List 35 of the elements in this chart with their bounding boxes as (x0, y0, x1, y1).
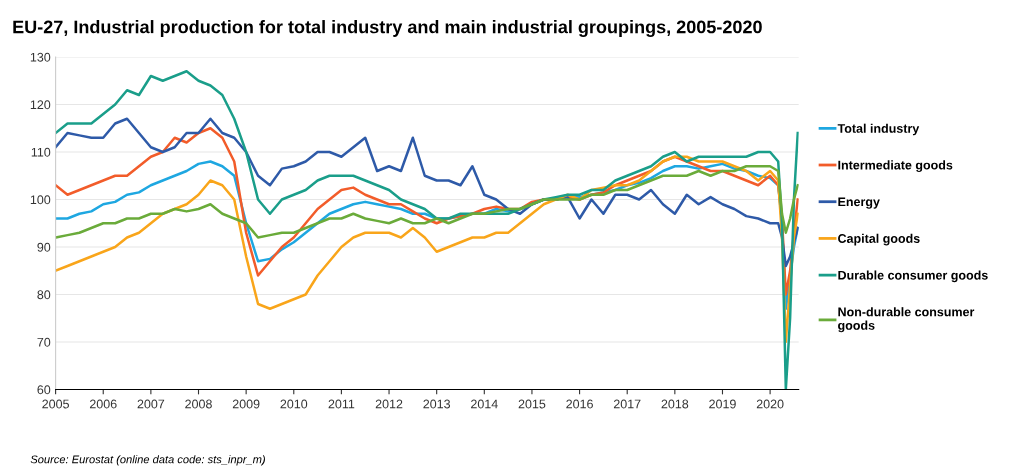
x-tick-label: 2007 (137, 399, 165, 409)
x-tick-label: 2011 (328, 399, 355, 409)
x-tick-label: 2012 (375, 399, 403, 409)
x-tick-label: 2019 (709, 399, 736, 409)
y-tick-label: 100 (30, 195, 51, 205)
line-series (55, 117, 799, 268)
legend-label: Capital goods (838, 233, 920, 246)
source-note: Source: Eurostat (online data code: sts_inpr_m) (30, 455, 265, 466)
legend-label: Non-durable consumer goods (838, 307, 975, 333)
x-tick-label: 2009 (232, 399, 260, 409)
y-tick-label: 80 (37, 290, 51, 300)
y-tick-label: 60 (37, 385, 51, 395)
x-tick-label: 2018 (661, 399, 689, 409)
x-tick-label: 2017 (613, 399, 641, 409)
line-series (55, 70, 799, 390)
x-tick-label: 2005 (42, 399, 69, 409)
x-tick-label: 2016 (566, 399, 593, 409)
y-tick-label: 120 (30, 100, 51, 110)
legend-label: Durable consumer goods (838, 270, 988, 283)
x-tick-label: 2015 (518, 399, 546, 409)
x-tick-label: 2020 (756, 399, 784, 409)
chart-title: EU-27, Industrial production for total industry and main industrial groupings, 2005-2020 (13, 20, 762, 37)
y-tick-label: 70 (37, 337, 51, 347)
y-tick-label: 90 (37, 242, 51, 252)
x-tick-label: 2013 (423, 399, 451, 409)
legend-label: Intermediate goods (838, 160, 953, 173)
legend-label: Total industry (837, 123, 920, 136)
x-tick-label: 2008 (185, 399, 212, 409)
y-tick-label: 130 (30, 52, 51, 62)
y-tick-label: 110 (31, 147, 51, 157)
legend-label: Energy (838, 197, 880, 209)
x-tick-label: 2014 (471, 399, 498, 409)
x-tick-label: 2010 (280, 399, 308, 409)
x-tick-label: 2006 (89, 399, 117, 409)
line-series (55, 165, 799, 239)
